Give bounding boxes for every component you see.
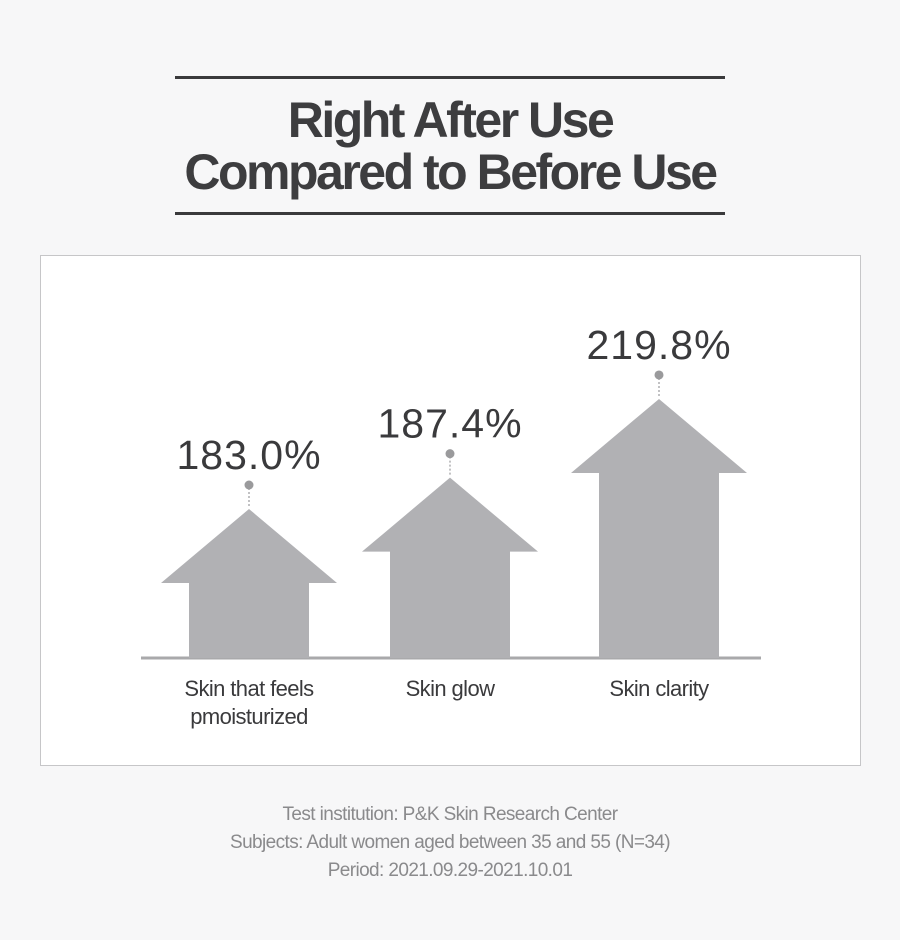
value-marker-dot — [244, 480, 254, 490]
data-label: 187.4% — [377, 401, 522, 447]
footnote-subjects: Subjects: Adult women aged between 35 an… — [230, 832, 671, 853]
chart-panel: 183.0% Skin that feels pmoisturized 187.4% S… — [40, 255, 861, 766]
footnote-institution: Test institution: P&K Skin Research Cent… — [282, 804, 619, 825]
value-marker-dot — [445, 449, 455, 459]
footnote-period: Period: 2021.09.29-2021.10.01 — [327, 860, 573, 881]
title-line-2: Compared to Before Use — [184, 143, 718, 200]
title-line-1: Right After Use — [287, 91, 615, 148]
category-label: pmoisturized — [190, 704, 308, 729]
data-label: 219.8% — [586, 322, 731, 368]
title-block: Right After Use Compared to Before Use — [175, 76, 725, 215]
category-label: Skin glow — [406, 676, 495, 701]
category-label: Skin clarity — [609, 676, 709, 701]
footnotes: Test institution: P&K Skin Research Cent… — [0, 801, 900, 885]
arrow-bar — [161, 509, 337, 658]
value-marker-dot — [654, 370, 664, 380]
arrow-bar — [362, 477, 538, 658]
arrow-bar-chart: 183.0% Skin that feels pmoisturized 187.4% S… — [141, 322, 761, 729]
data-label: 183.0% — [176, 432, 321, 478]
arrow-bar — [571, 398, 747, 658]
category-label: Skin that feels — [184, 676, 314, 701]
